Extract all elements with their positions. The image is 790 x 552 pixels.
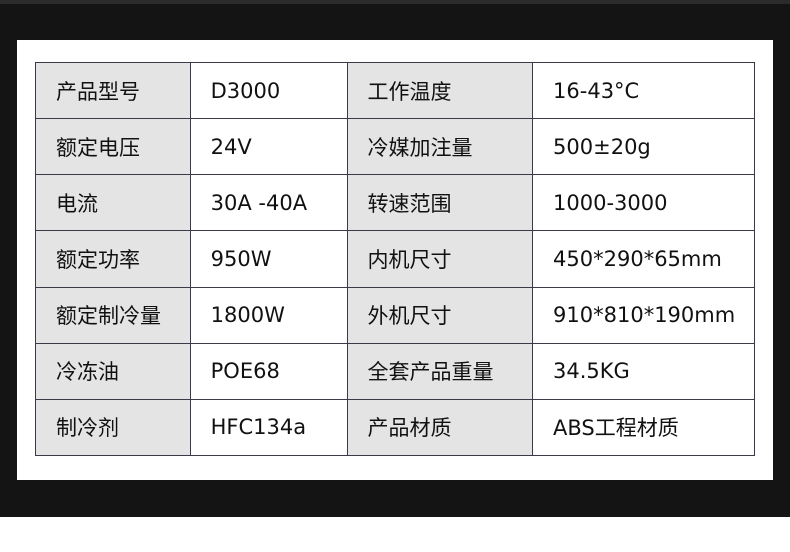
table-row: 额定电压 24V 冷媒加注量 500±20g	[35, 118, 755, 176]
spec-label: 额定制冷量	[35, 286, 191, 344]
table-row: 冷冻油 POE68 全套产品重量 34.5KG	[35, 342, 755, 400]
top-strip	[0, 0, 790, 4]
spec-value: 34.5KG	[532, 342, 755, 400]
spec-label: 产品材质	[346, 398, 534, 457]
spec-value: 16-43°C	[532, 61, 755, 120]
spec-value: HFC134a	[189, 398, 348, 457]
spec-label: 全套产品重量	[346, 342, 534, 400]
spec-value: ABS工程材质	[532, 398, 755, 457]
spec-label: 产品型号	[35, 61, 191, 120]
spec-value: 910*810*190mm	[532, 286, 755, 344]
spec-label: 转速范围	[346, 174, 534, 232]
spec-table: 产品型号 D3000 工作温度 16-43°C 额定电压 24V 冷媒加注量 500±20g 电…	[35, 61, 755, 457]
spec-value: POE68	[189, 342, 348, 400]
spec-value: 24V	[189, 118, 348, 176]
spec-label: 工作温度	[346, 61, 534, 120]
table-row: 额定制冷量 1800W 外机尺寸 910*810*190mm	[35, 286, 755, 344]
spec-value: 950W	[189, 230, 348, 288]
table-row: 制冷剂 HFC134a 产品材质 ABS工程材质	[35, 398, 755, 457]
spec-label: 额定功率	[35, 230, 191, 288]
table-row: 额定功率 950W 内机尺寸 450*290*65mm	[35, 230, 755, 288]
spec-value: 500±20g	[532, 118, 755, 176]
table-row: 电流 30A -40A 转速范围 1000-3000	[35, 174, 755, 232]
spec-label: 外机尺寸	[346, 286, 534, 344]
table-row: 产品型号 D3000 工作温度 16-43°C	[35, 61, 755, 120]
spec-label: 冷媒加注量	[346, 118, 534, 176]
spec-value: 30A -40A	[189, 174, 348, 232]
spec-label: 制冷剂	[35, 398, 191, 457]
spec-value: D3000	[189, 61, 348, 120]
spec-label: 冷冻油	[35, 342, 191, 400]
spec-value: 450*290*65mm	[532, 230, 755, 288]
spec-value: 1800W	[189, 286, 348, 344]
spec-label: 电流	[35, 174, 191, 232]
spec-label: 内机尺寸	[346, 230, 534, 288]
spec-label: 额定电压	[35, 118, 191, 176]
spec-value: 1000-3000	[532, 174, 755, 232]
